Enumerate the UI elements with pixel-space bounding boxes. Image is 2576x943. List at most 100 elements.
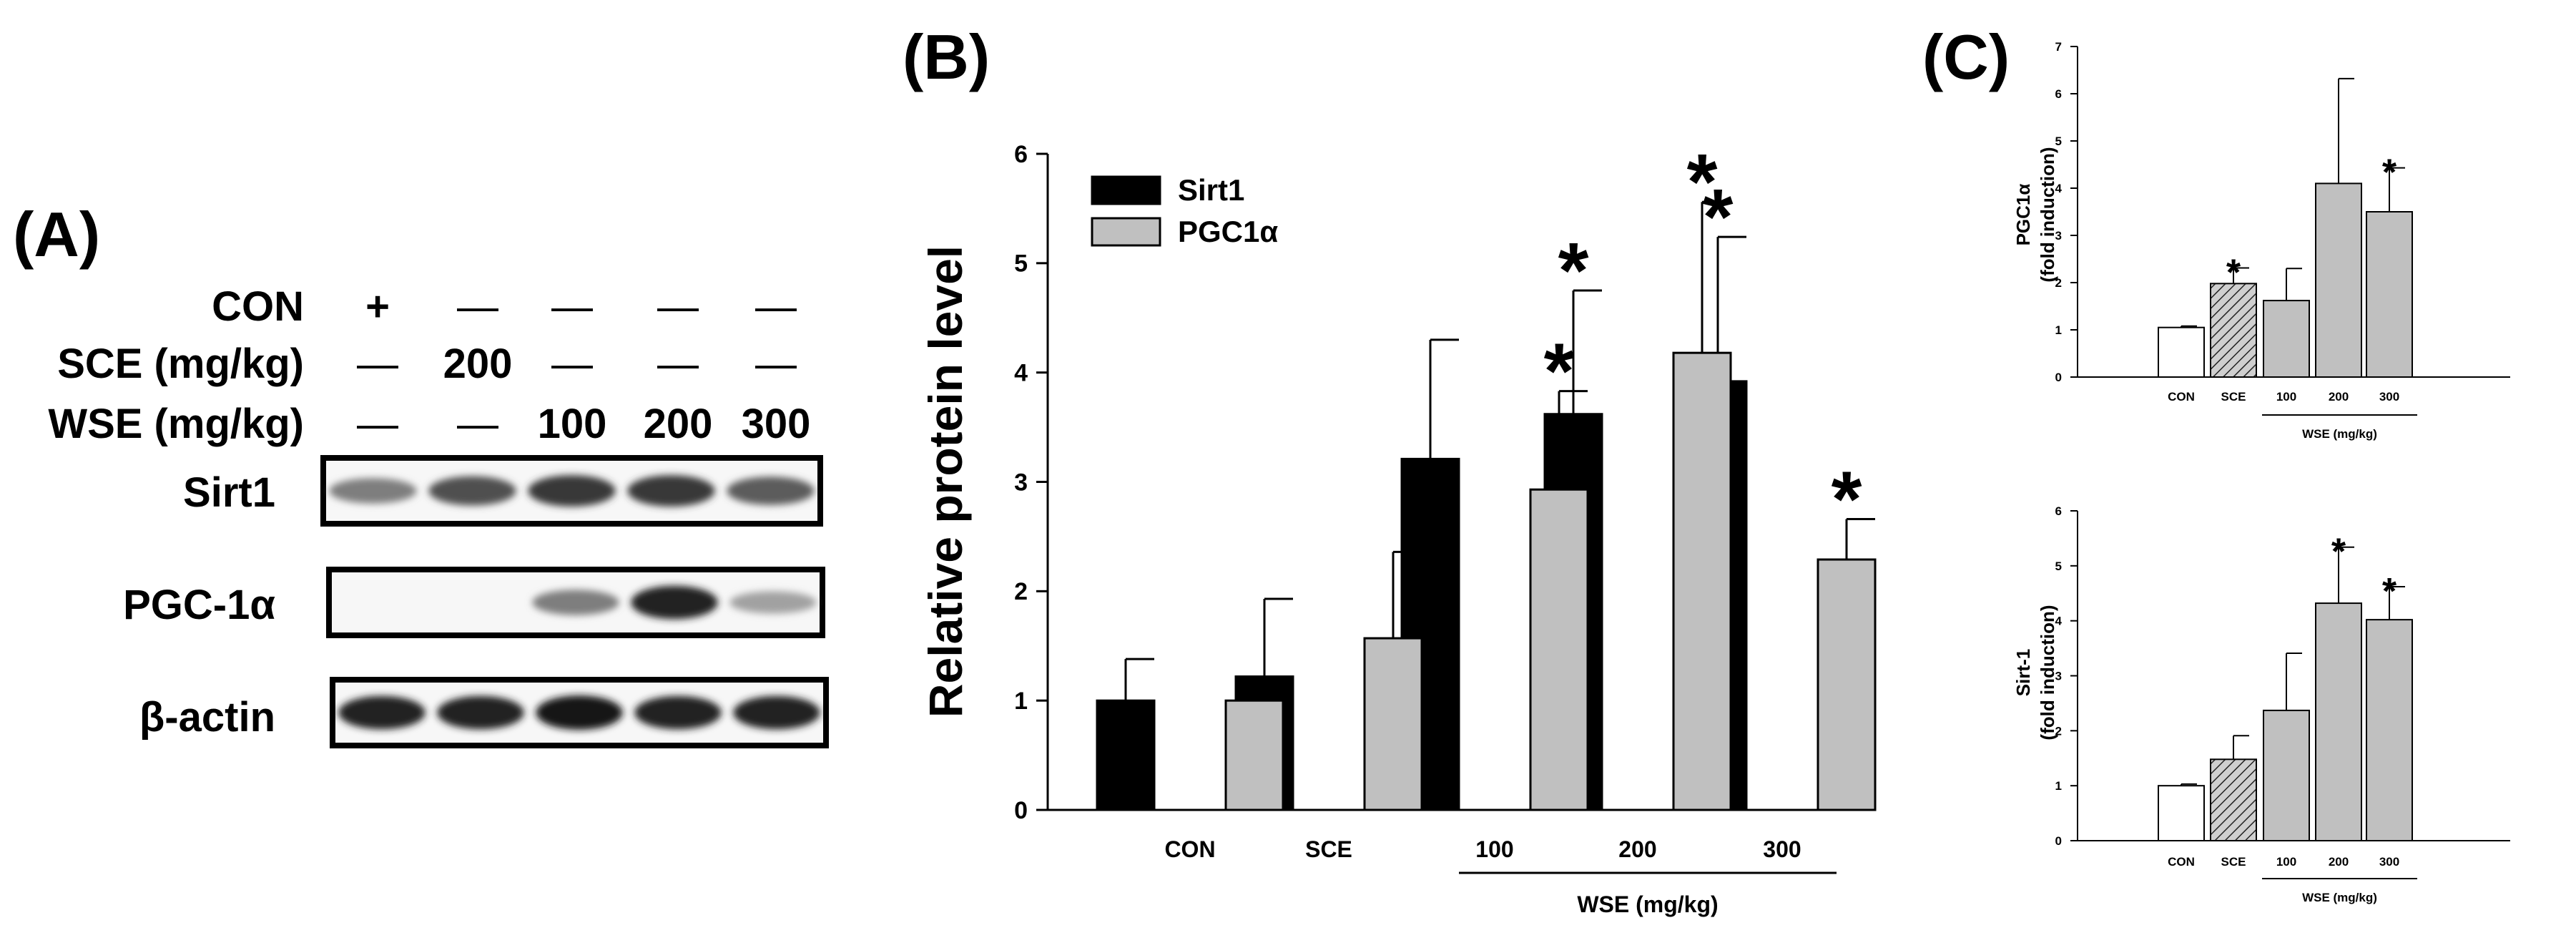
treatment-mark: 200 (443, 341, 513, 387)
y-tick-label: 2 (2055, 276, 2062, 290)
significance-star: * (1544, 328, 1575, 416)
bar (1672, 351, 1732, 811)
x-tick-label: 100 (2276, 390, 2296, 404)
bar (1363, 637, 1423, 811)
x-tick-label: 200 (2329, 390, 2349, 404)
treatment-mark: 100 (538, 401, 607, 447)
blot-band (733, 695, 820, 730)
panel-a: (A) CON + — — — — SCE (mg/kg) — 200 — — — WSE (mg/kg… (13, 199, 829, 748)
treatment-name: CON (212, 283, 304, 330)
group-label: WSE (mg/kg) (2302, 427, 2377, 441)
panel-a-label: (A) (13, 199, 100, 270)
legend-label: Sirt1 (1178, 173, 1244, 207)
bar (2315, 182, 2362, 378)
blot-band (631, 585, 718, 620)
blot-label: β-actin (139, 694, 275, 741)
treatment-name: WSE (mg/kg) (48, 401, 304, 447)
bar (1400, 457, 1460, 811)
panel-c-label: (C) (1922, 21, 2010, 92)
y-tick-label: 3 (2055, 229, 2062, 243)
chart-c-top: 0 1 2 3 4 5 6 7 PGC1α (fold induction) CON SCE 100 20… (2012, 40, 2510, 441)
y-tick-label: 0 (2055, 834, 2062, 848)
x-tick-label: 300 (1763, 836, 1801, 862)
y-tick-label: 6 (1014, 141, 1028, 168)
treatment-mark: — (457, 283, 498, 330)
y-tick-label: 5 (1014, 250, 1028, 278)
y-tick-label: 1 (2055, 323, 2062, 337)
treatment-mark: — (755, 283, 797, 330)
chart-b: 0 1 2 3 4 5 6 Relative protein level CON SCE 100 20… (919, 138, 1877, 917)
blot-band (329, 478, 417, 504)
treatment-mark: — (657, 283, 699, 330)
bar (2315, 602, 2362, 842)
blot-band (536, 695, 623, 730)
x-tick-label: 300 (2379, 855, 2399, 869)
y-axis-label: Sirt-1 (2012, 649, 2034, 696)
y-tick-label: 3 (1014, 469, 1028, 496)
treatment-mark: 300 (742, 401, 811, 447)
x-tick-label: 100 (1475, 836, 1513, 862)
y-tick-label: 7 (2055, 40, 2062, 54)
treatment-table: CON + — — — — SCE (mg/kg) — 200 — — — WSE (mg/kg) — — 1… (48, 283, 810, 447)
y-tick-label: 1 (1014, 688, 1028, 715)
y-tick-label: 4 (2055, 182, 2063, 195)
x-tick-label: 200 (1618, 836, 1656, 862)
y-tick-label: 6 (2055, 87, 2062, 101)
bar (2210, 283, 2257, 378)
group-label: WSE (mg/kg) (1577, 891, 1718, 917)
blot-band (727, 477, 815, 505)
treatment-mark: — (551, 283, 593, 330)
y-tick-label: 4 (1014, 360, 1028, 387)
legend-swatch (1091, 175, 1161, 205)
significance-star: * (2331, 532, 2346, 573)
bar (2263, 300, 2310, 378)
blot-band (528, 475, 616, 507)
blot-band (729, 591, 817, 614)
treatment-mark: 200 (644, 401, 713, 447)
group-label: WSE (mg/kg) (2302, 891, 2377, 904)
significance-star: * (1558, 227, 1589, 315)
y-axis-label-2: (fold induction) (2037, 147, 2058, 282)
legend-swatch (1091, 217, 1161, 247)
treatment-mark: — (657, 341, 699, 387)
y-tick-label: 1 (2055, 779, 2062, 793)
blot-band (627, 475, 715, 507)
x-tick-label: CON (2168, 390, 2195, 404)
y-tick-label: 2 (2055, 724, 2062, 738)
bar (1224, 699, 1284, 811)
panel-b: (B) 0 1 2 3 4 5 6 Relative protein level CON SCE 1… (903, 21, 1877, 917)
y-axis-label: PGC1α (2012, 184, 2034, 246)
y-tick-label: 5 (2055, 560, 2062, 573)
blot-label: Sirt1 (183, 469, 275, 516)
y-tick-label: 2 (1014, 578, 1028, 605)
significance-star: * (2382, 571, 2397, 612)
blot-label: PGC-1α (123, 582, 275, 628)
y-tick-label: 3 (2055, 669, 2062, 683)
x-tick-label: 100 (2276, 855, 2296, 869)
significance-star: * (2226, 253, 2241, 294)
chart-c-bottom: 0 1 2 3 4 5 6 Sirt-1 (fold induction) CON SCE 100 20… (2012, 504, 2510, 904)
legend-label: PGC1α (1178, 215, 1278, 248)
x-tick-label: CON (2168, 855, 2195, 869)
y-tick-label: 0 (1014, 797, 1028, 824)
bar (2158, 785, 2205, 841)
bar (2158, 326, 2205, 378)
x-tick-label: 200 (2329, 855, 2349, 869)
panel-b-label: (B) (903, 21, 990, 92)
bar (2210, 758, 2257, 841)
treatment-name: SCE (mg/kg) (57, 341, 304, 387)
treatment-mark: — (551, 341, 593, 387)
y-axis-label: Relative protein level (919, 245, 972, 718)
blot-band (428, 476, 516, 506)
y-tick-label: 6 (2055, 504, 2062, 518)
significance-star: * (1832, 455, 1862, 543)
blot-band (634, 695, 722, 730)
bar (1096, 699, 1156, 811)
western-blot: Sirt1 PGC-1α β-actin (123, 455, 829, 748)
y-axis-label-2: (fold induction) (2037, 605, 2058, 740)
blot-band (437, 695, 524, 730)
bar (2263, 709, 2310, 842)
treatment-mark: — (457, 401, 498, 447)
y-tick-label: 4 (2055, 615, 2063, 628)
